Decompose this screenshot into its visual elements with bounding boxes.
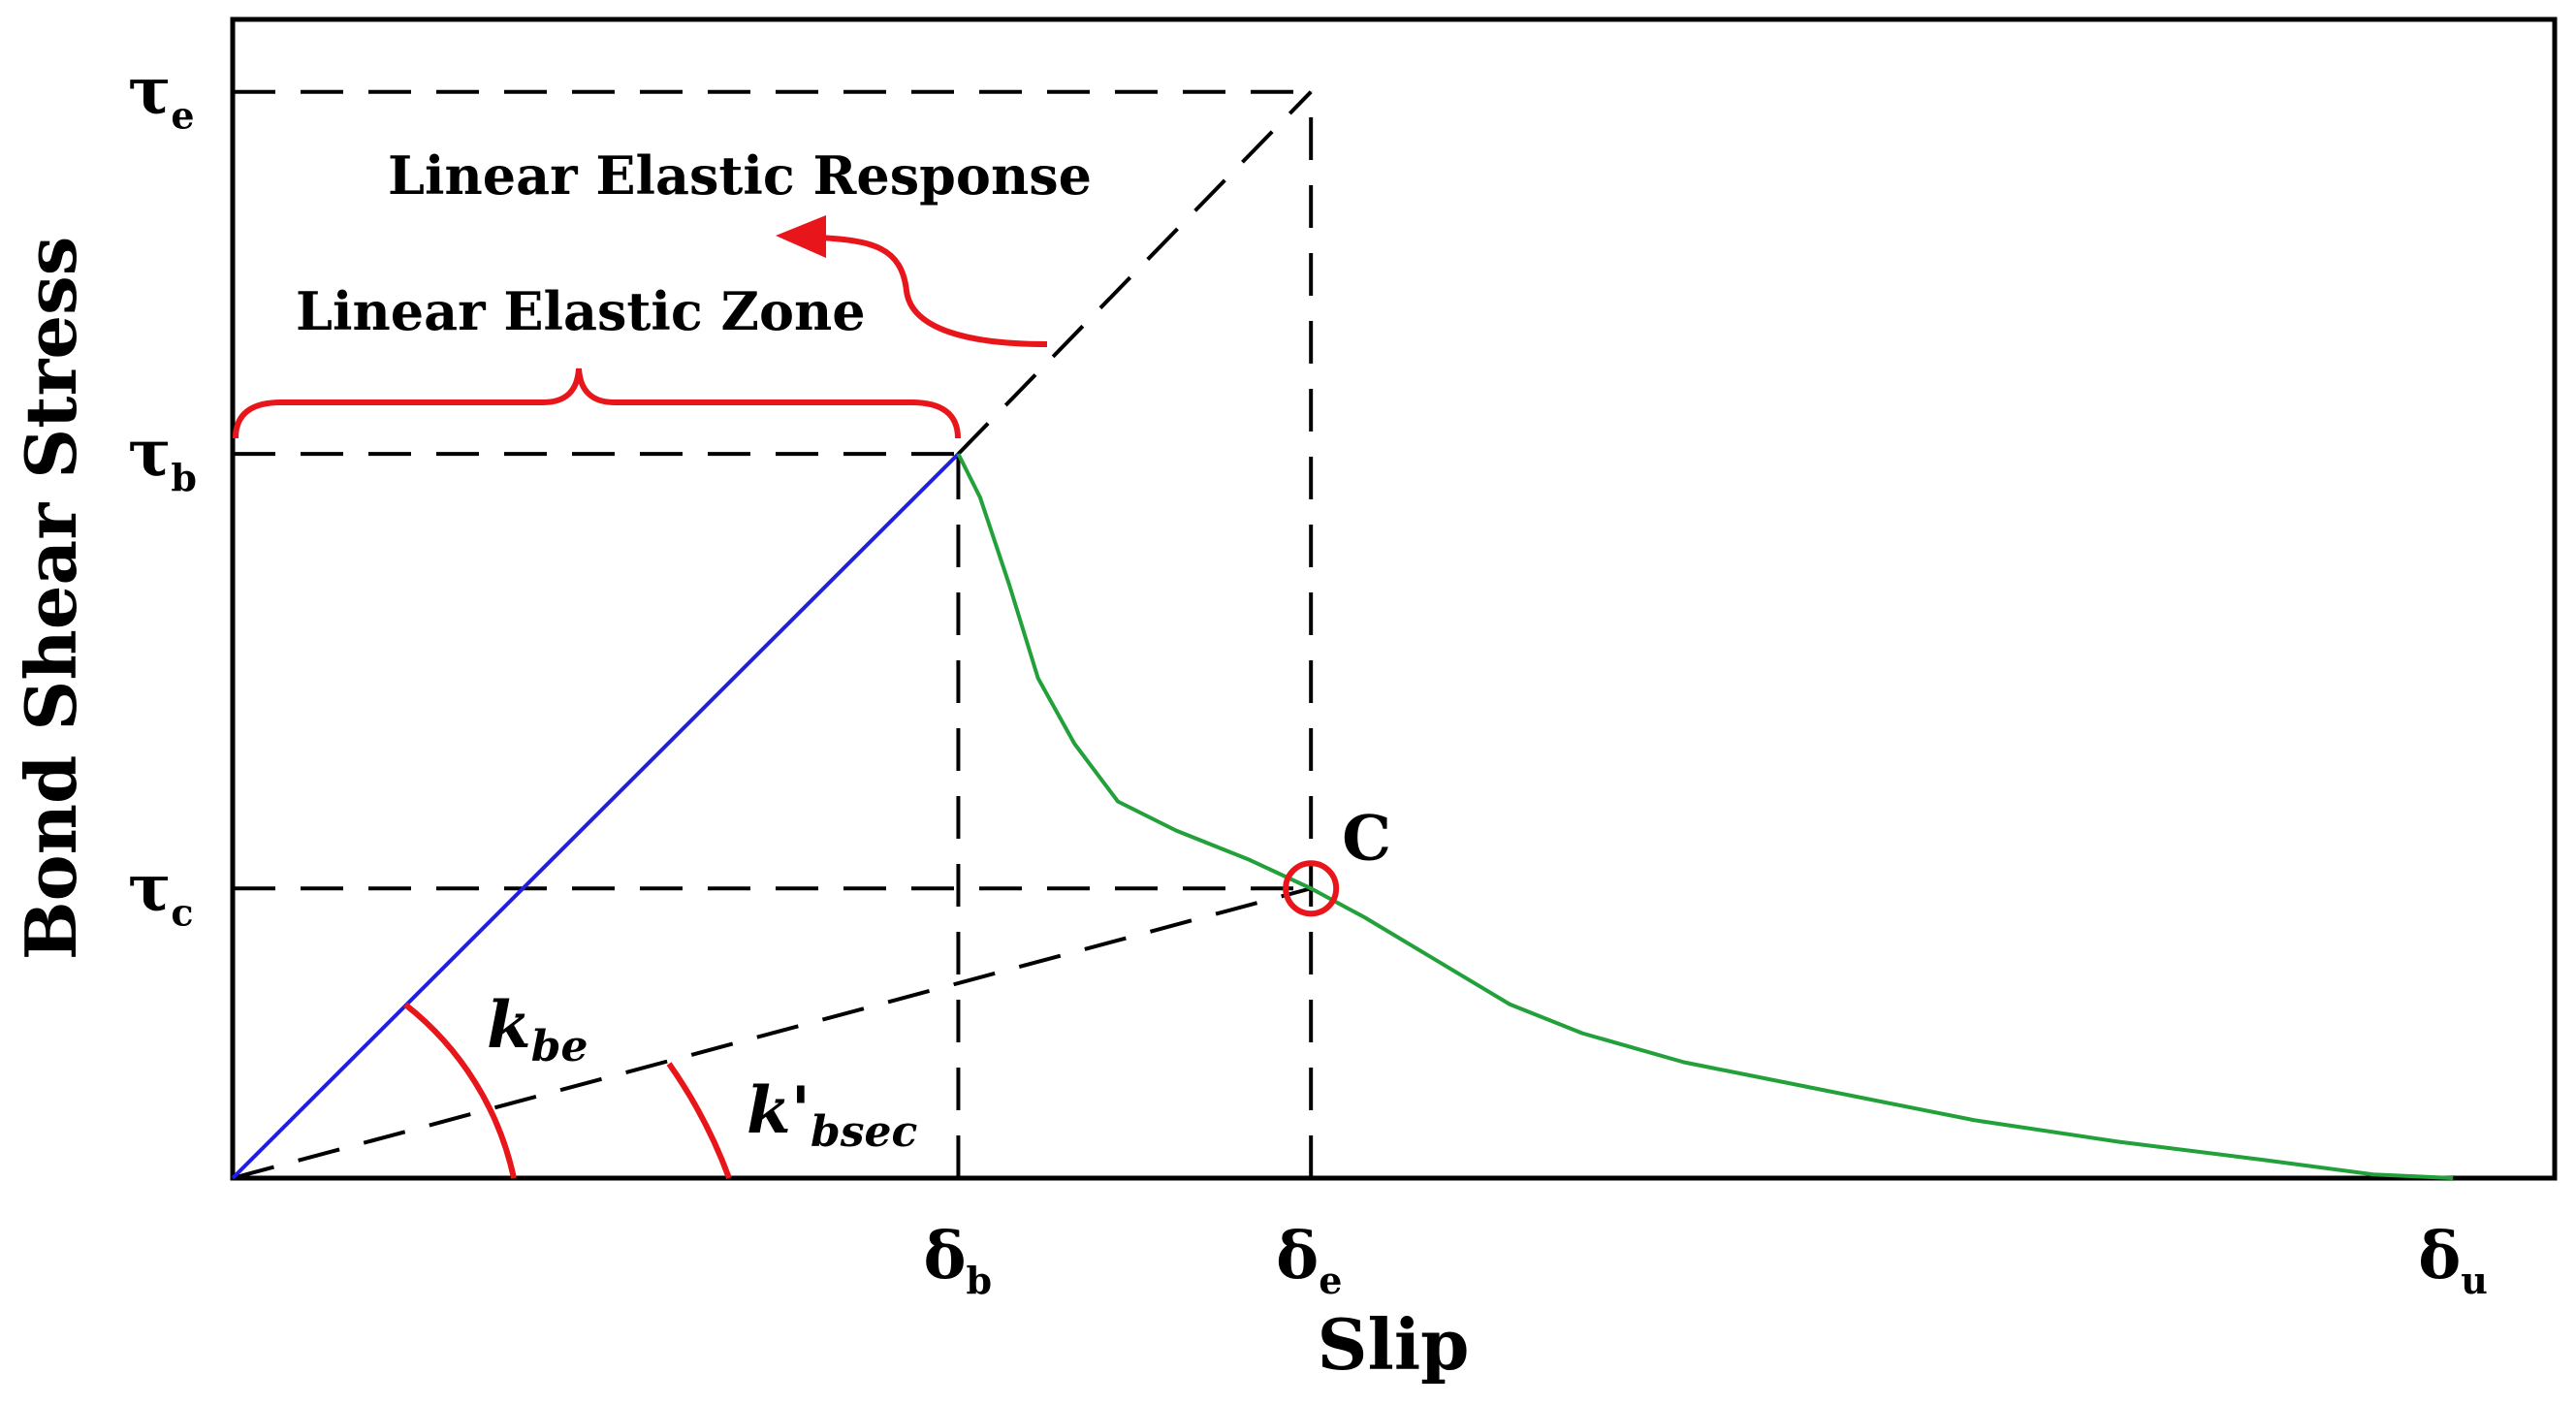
series-line-0 xyxy=(231,452,960,1180)
y-axis-title: Bond Shear Stress xyxy=(10,237,92,961)
x-axis-title: Slip xyxy=(1317,1303,1469,1386)
angle-arc-kbe xyxy=(403,1002,517,1179)
angle-label-kbe-sub: be xyxy=(531,1022,588,1071)
point-c-marker xyxy=(1283,860,1340,917)
reference-dashed-line-5 xyxy=(957,90,1313,456)
reference-dashed-line-6 xyxy=(232,886,1312,1180)
annotation-linear-elastic-response: Linear Elastic Response xyxy=(388,144,1092,207)
x-tick-labels: δb δe δu xyxy=(923,1218,2487,1302)
angle-label-kbe-base: k xyxy=(487,987,531,1063)
y-tick-label-c: τc xyxy=(128,849,194,934)
x-tick-label-e: δe xyxy=(1276,1218,1342,1302)
series-group xyxy=(231,452,2454,1180)
zone-brace xyxy=(233,367,961,439)
plot-frame xyxy=(230,16,2558,1181)
y-tick-label-e: τe xyxy=(128,53,195,138)
reference-lines xyxy=(232,89,1314,1180)
x-tick-label-u: δu xyxy=(2418,1218,2488,1302)
x-tick-label-b: δb xyxy=(923,1218,992,1302)
y-tick-label-b: τb xyxy=(128,415,197,499)
angle-label-kbsec-sub: bsec xyxy=(811,1107,918,1157)
angle-label-kbsec-base: k' xyxy=(747,1072,811,1148)
point-c-label: C xyxy=(1342,802,1391,875)
angle-label-kbsec: k'bsec xyxy=(747,1072,917,1157)
angle-arc-kbsec xyxy=(666,1062,732,1180)
y-tick-labels: τe τb τc xyxy=(128,53,197,935)
angle-label-kbe: kbe xyxy=(487,987,588,1071)
response-arrowhead-icon xyxy=(776,215,826,258)
response-arrow xyxy=(818,235,1048,347)
series-line-1 xyxy=(956,453,2454,1180)
annotation-linear-elastic-zone: Linear Elastic Zone xyxy=(296,280,866,342)
